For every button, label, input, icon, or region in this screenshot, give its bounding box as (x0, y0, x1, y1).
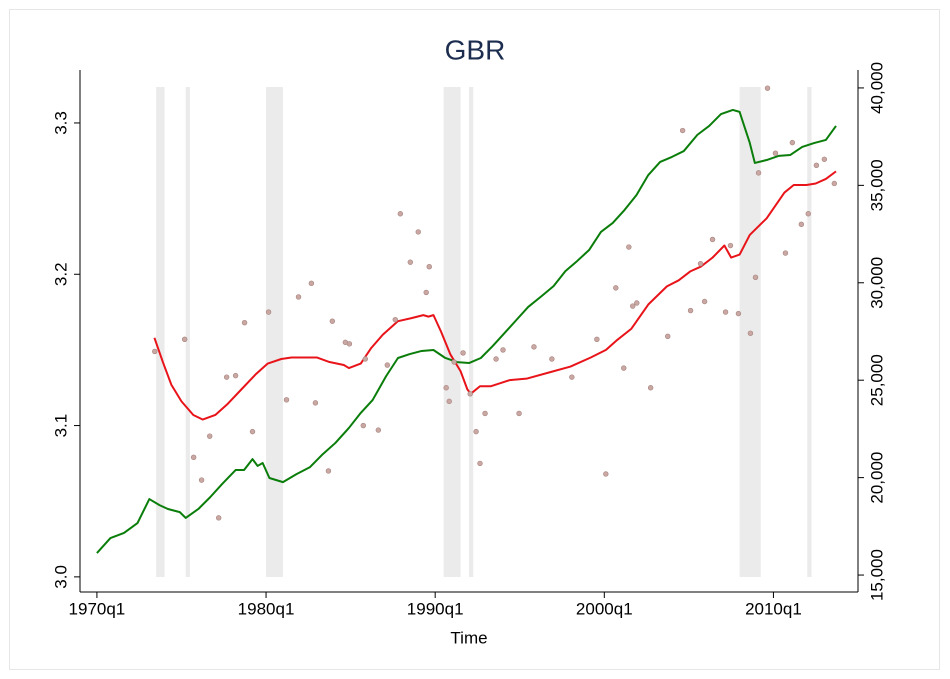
scatter-point (283, 397, 290, 403)
scatter-point (722, 309, 729, 315)
scatter-point (265, 309, 272, 315)
shaded-period (185, 87, 190, 577)
scatter-point (782, 250, 789, 256)
y2-tick-label: 25,000 (867, 354, 886, 406)
scatter-point (493, 356, 499, 362)
scatter-point (477, 460, 483, 467)
scatter-point (397, 211, 404, 217)
scatter-point (295, 294, 302, 300)
y-tick-label: 3.2 (51, 262, 70, 286)
scatter-point (232, 372, 239, 379)
scatter-point (207, 433, 213, 439)
scatter-point (215, 515, 222, 521)
y-tick-label: 3.3 (51, 111, 70, 135)
scatter-point (223, 374, 230, 380)
scatter-point (346, 341, 353, 347)
shaded-period (469, 87, 474, 577)
x-tick-label: 2010q1 (745, 599, 802, 618)
y-tick-label: 3.0 (51, 565, 70, 589)
graph-region (9, 9, 940, 670)
scatter-point (603, 471, 609, 477)
y2-tick-label: 30,000 (867, 257, 886, 309)
scatter-point (392, 316, 398, 323)
scatter-point (467, 391, 473, 397)
scatter-point (813, 162, 820, 169)
scatter-point (789, 139, 796, 146)
scatter-point (426, 263, 432, 270)
x-axis-title: Time (450, 628, 487, 647)
scatter-point (451, 359, 457, 365)
scatter-point (308, 280, 315, 287)
scatter-point (735, 310, 742, 317)
scatter-point (805, 211, 811, 217)
scatter-point (482, 410, 488, 417)
scatter-point (384, 362, 391, 368)
scatter-point (375, 427, 382, 433)
scatter-point (549, 356, 555, 362)
y-tick-label: 3.1 (51, 414, 70, 438)
scatter-point (329, 318, 336, 324)
scatter-point (446, 398, 452, 405)
scatter-point (500, 347, 506, 353)
x-tick-label: 1970q1 (69, 599, 126, 618)
scatter-point (569, 374, 575, 380)
y2-tick-label: 20,000 (867, 452, 886, 504)
scatter-point (249, 428, 256, 435)
scatter-point (727, 242, 734, 249)
scatter-point (152, 348, 158, 355)
scatter-point (362, 356, 369, 362)
scatter-point (613, 285, 619, 291)
scatter-point (407, 259, 414, 265)
x-tick-label: 1980q1 (238, 599, 295, 618)
scatter-point (312, 400, 319, 406)
scatter-point (755, 170, 762, 176)
scatter-point (594, 336, 600, 343)
line-series (96, 108, 837, 554)
shaded-period (266, 87, 283, 577)
scatter-point (747, 330, 754, 336)
scatter-point (798, 221, 805, 228)
scatter-point (460, 350, 466, 356)
scatter-point (679, 127, 686, 134)
scatter-point (626, 244, 632, 250)
y2-tick-label: 40,000 (867, 62, 886, 114)
scatter-point (647, 385, 654, 391)
scatter-point (181, 336, 188, 343)
scatter-point (360, 422, 366, 429)
scatter-point (764, 85, 771, 91)
scatter-point (423, 289, 429, 296)
scatter-point (325, 468, 332, 474)
scatter-point (198, 477, 205, 483)
scatter-point (621, 365, 627, 371)
shaded-period (443, 87, 461, 577)
scatter-point (821, 156, 828, 162)
shaded-period (807, 87, 812, 577)
scatter-point (752, 274, 759, 280)
scatter-point (634, 300, 640, 306)
chart-title: GBR (445, 34, 506, 65)
scatter-point (687, 307, 694, 314)
shaded-period (156, 87, 165, 577)
line-series (153, 170, 837, 421)
scatter-point (697, 260, 704, 267)
scatter-point (415, 229, 421, 235)
scatter-point (701, 298, 708, 305)
scatter-point (772, 150, 779, 156)
scatter-point (516, 410, 522, 417)
scatter-point (190, 454, 197, 461)
scatter-point (630, 303, 636, 309)
x-tick-label: 1990q1 (407, 599, 464, 618)
scatter-point (473, 428, 479, 435)
scatter-point (531, 344, 537, 350)
scatter-point (709, 236, 716, 243)
scatter-point (443, 385, 449, 391)
x-tick-label: 2000q1 (576, 599, 633, 618)
y2-tick-label: 35,000 (867, 159, 886, 211)
scatter-point (831, 180, 838, 187)
y2-tick-label: 15,000 (867, 549, 886, 601)
scatter-point (665, 333, 671, 339)
scatter-point (241, 319, 248, 326)
